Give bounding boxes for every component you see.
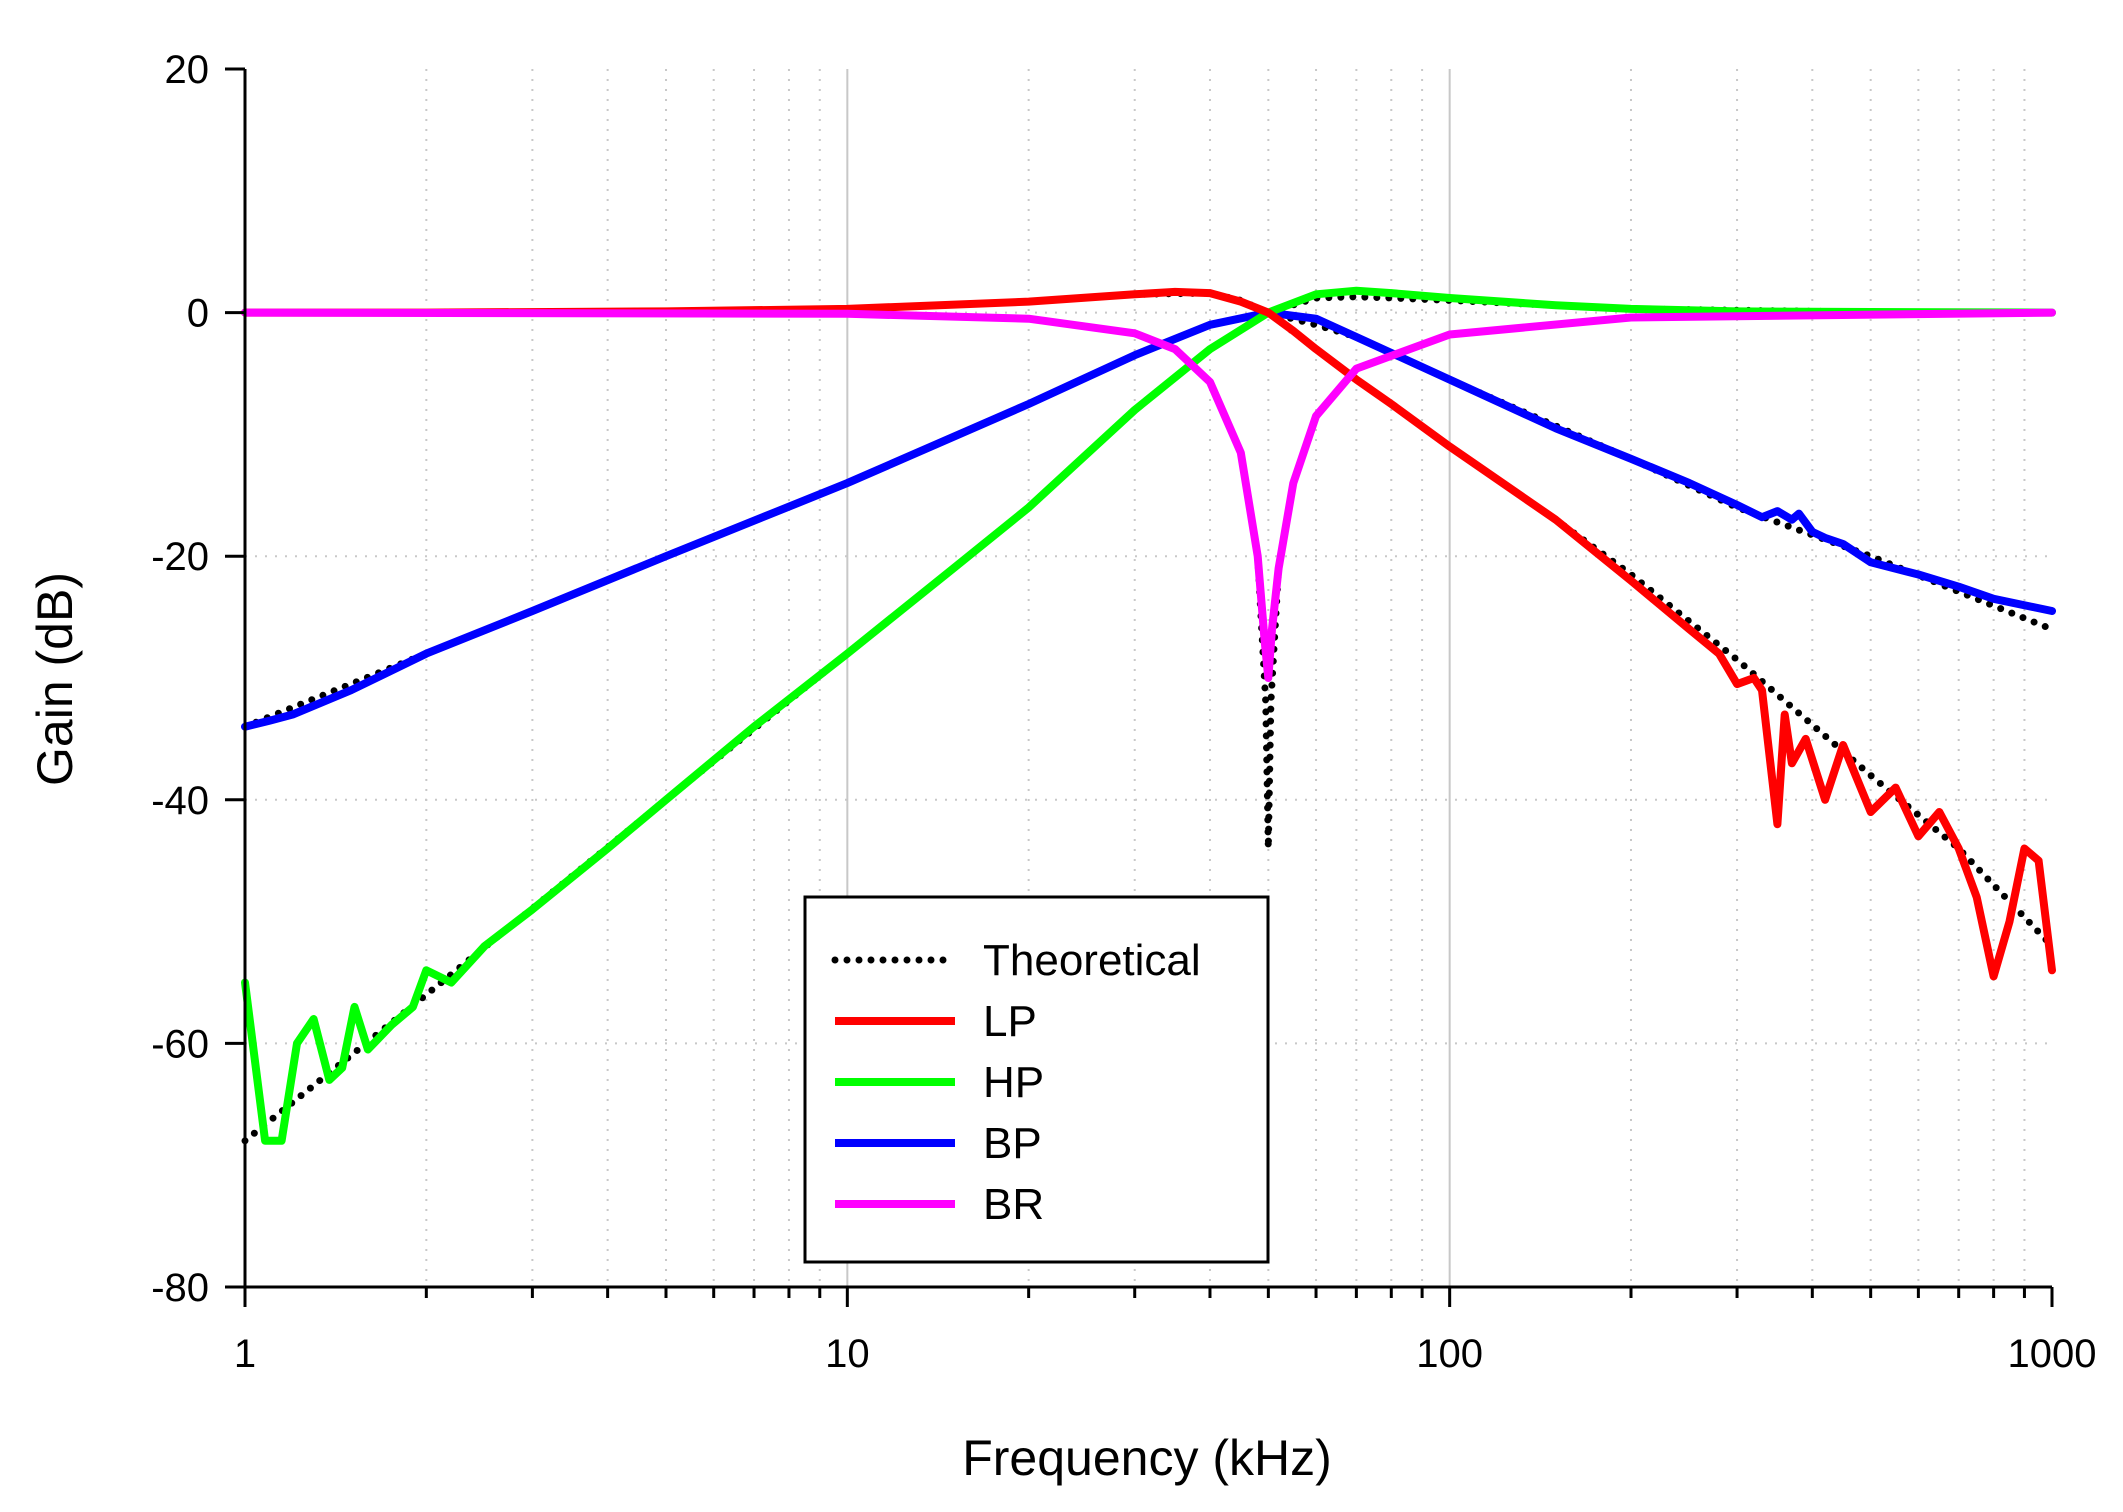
x-axis-title: Frequency (kHz) — [962, 1430, 1332, 1486]
plot-area — [241, 286, 2056, 1145]
y-tick-label: -20 — [151, 535, 209, 579]
series-bp-line — [241, 308, 2056, 731]
y-axis-title: Gain (dB) — [27, 572, 83, 786]
y-tick-label: -40 — [151, 779, 209, 823]
series-theoretical-line — [241, 309, 2056, 731]
y-tick-label: -60 — [151, 1022, 209, 1066]
y-tick-label: 20 — [165, 48, 210, 92]
legend-label-bp: BP — [983, 1119, 1042, 1168]
y-tick-label: 0 — [187, 292, 209, 336]
series-br-line — [241, 308, 2056, 682]
x-tick-label: 1 — [234, 1332, 256, 1376]
legend-label-br: BR — [983, 1180, 1044, 1229]
legend-label-theoretical: Theoretical — [983, 936, 1201, 985]
x-tick-label: 1000 — [2008, 1332, 2097, 1376]
series-lp-line — [241, 287, 2056, 981]
legend-label-lp: LP — [983, 997, 1037, 1046]
x-tick-label: 100 — [1416, 1332, 1483, 1376]
y-tick-label: -80 — [151, 1266, 209, 1310]
x-tick-label: 10 — [825, 1332, 870, 1376]
legend: Theoretical LP HP BP BR — [803, 895, 1270, 1264]
axes: -80 -60 -40 -20 0 20 1 10 100 1000 — [151, 48, 2096, 1376]
series-hp-line — [241, 286, 2056, 1145]
legend-label-hp: HP — [983, 1058, 1044, 1107]
